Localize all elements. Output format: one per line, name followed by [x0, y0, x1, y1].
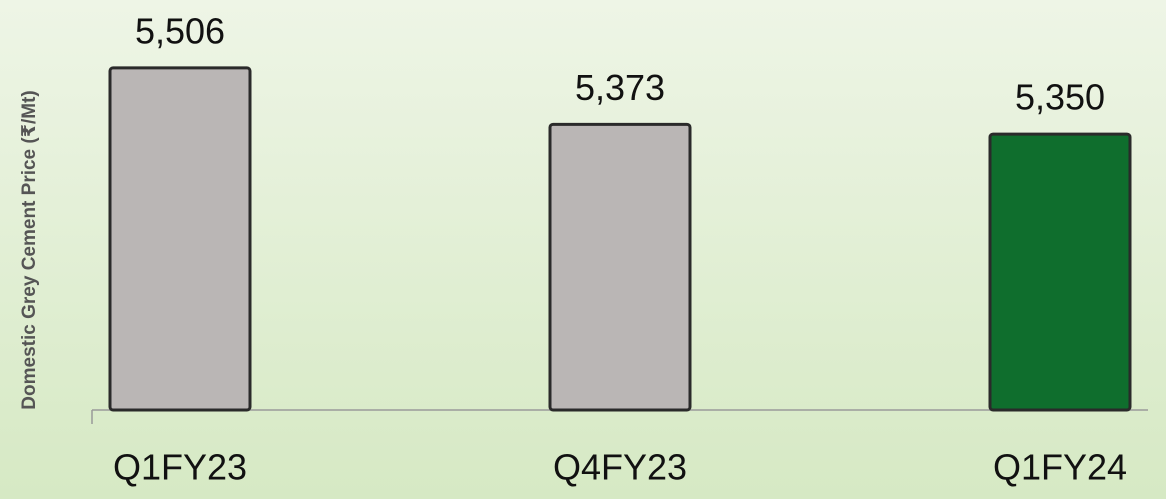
y-axis-label: Domestic Grey Cement Price (₹/Mt)	[19, 90, 40, 409]
bar	[988, 132, 1132, 412]
x-tick-label: Q4FY23	[553, 447, 687, 488]
x-tick-label: Q1FY23	[113, 447, 247, 488]
value-label: 5,373	[575, 67, 665, 108]
value-label: 5,350	[1015, 77, 1105, 118]
bar	[548, 122, 692, 412]
x-tick-label: Q1FY24	[993, 447, 1127, 488]
bar	[108, 66, 252, 412]
value-label: 5,506	[135, 10, 225, 51]
